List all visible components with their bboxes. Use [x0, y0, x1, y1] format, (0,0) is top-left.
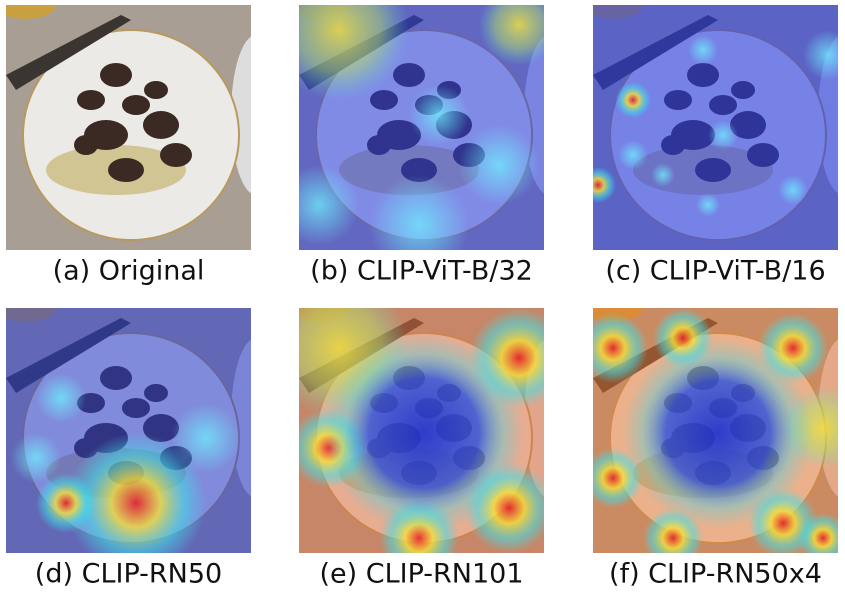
heatmap-spot [623, 338, 813, 528]
image [0, 0, 281, 250]
heatmap-spot [171, 403, 241, 473]
food [100, 63, 132, 87]
heatmap-spot [11, 433, 61, 483]
heatmap-spot [459, 125, 539, 205]
heatmap-spot [696, 193, 720, 217]
panel: (f) CLIP-RN50x4 [578, 294, 845, 588]
heatmap-spot [615, 82, 651, 118]
image [269, 278, 574, 578]
heatmap-spot [36, 473, 96, 533]
food [160, 143, 192, 167]
caption: (e) CLIP-RN101 [319, 559, 523, 589]
panel: (d) CLIP-RN50 [0, 294, 281, 588]
heatmap-spot [688, 35, 718, 65]
heatmap-spot [778, 175, 808, 205]
figure: (a) Original (b) CLIP-ViT-B/32 (c) CLIP-Vi… [0, 0, 845, 588]
heatmap-spot [409, 85, 469, 145]
panel: (a) Original [0, 0, 281, 287]
heatmap-spot [651, 163, 675, 187]
caption: (b) CLIP-ViT-B/32 [310, 256, 533, 287]
heatmap-spot [708, 120, 738, 150]
food [122, 95, 150, 115]
caption: (c) CLIP-ViT-B/16 [605, 256, 825, 287]
image [269, 0, 574, 275]
plate-edge [231, 35, 281, 195]
caption: (a) Original [53, 256, 205, 287]
heatmap-spot [618, 140, 648, 170]
caption: (d) CLIP-RN50 [35, 559, 222, 589]
heatmap-spot [580, 167, 616, 203]
image [580, 0, 845, 250]
heatmap-spot [578, 313, 648, 383]
image [578, 294, 845, 568]
food [77, 90, 105, 110]
panel: (c) CLIP-ViT-B/16 [580, 0, 845, 287]
caption: (f) CLIP-RN50x4 [609, 559, 822, 589]
heatmap-spot [36, 373, 86, 423]
panel: (e) CLIP-RN101 [269, 278, 574, 588]
food [74, 135, 98, 155]
food [108, 158, 144, 182]
panel: (b) CLIP-ViT-B/32 [269, 0, 574, 287]
food [143, 111, 179, 139]
heatmap-spot [324, 333, 524, 533]
image [0, 294, 281, 573]
heatmap-spot [279, 165, 359, 245]
food [144, 81, 168, 99]
